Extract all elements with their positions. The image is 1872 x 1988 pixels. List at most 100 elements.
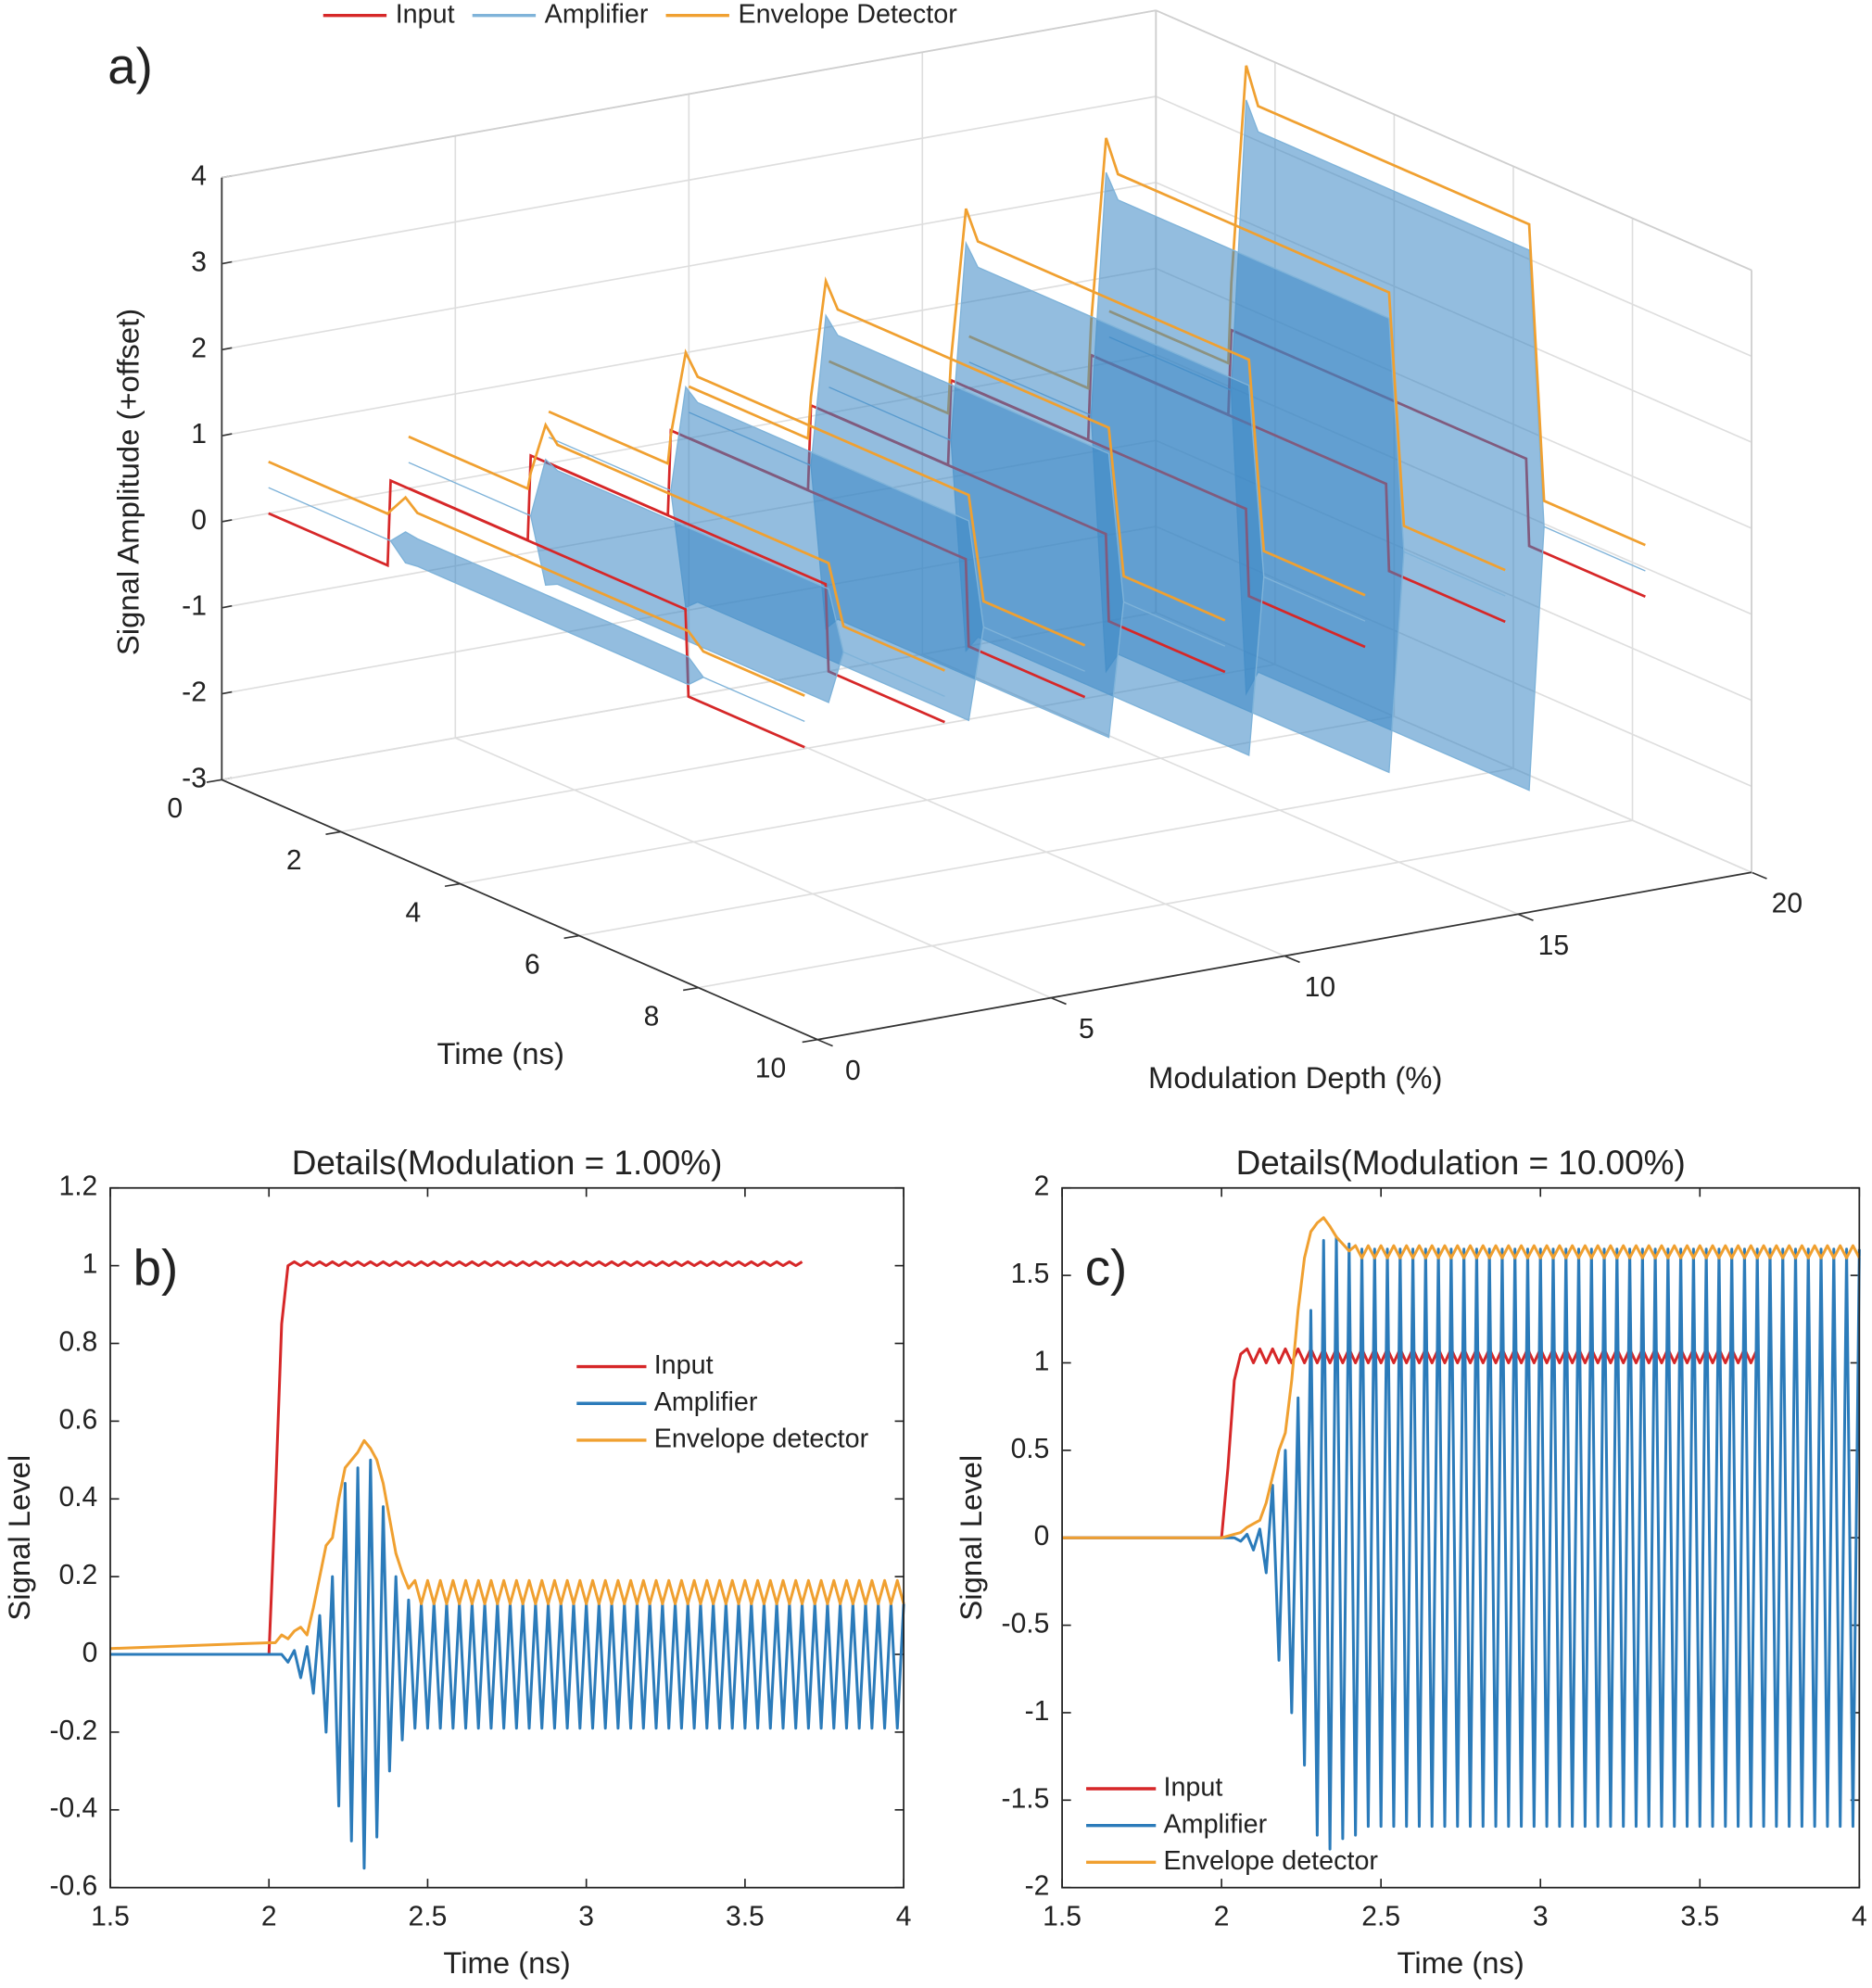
- legend-label: Envelope detector: [1163, 1846, 1378, 1876]
- tick-mark: [325, 830, 342, 835]
- series-line: [1062, 1216, 1861, 1539]
- x-tick-label: 3.5: [1680, 1901, 1719, 1931]
- x-axis-label: Modulation Depth (%): [1148, 1060, 1442, 1095]
- series-line: [109, 1260, 803, 1656]
- x-tick-label: 2: [261, 1901, 277, 1931]
- tick-mark: [1284, 955, 1300, 964]
- z-tick-label: 2: [191, 333, 207, 363]
- x-tick-label: 5: [1079, 1014, 1094, 1045]
- y-tick-label: 0: [82, 1638, 98, 1668]
- legend-label: Envelope detector: [654, 1425, 869, 1454]
- plot-area: [109, 1187, 904, 1888]
- trace-line: [268, 478, 805, 749]
- y-tick-label: -0.6: [49, 1871, 97, 1902]
- z-axis-label: Signal Amplitude (+offset): [111, 309, 145, 655]
- x-tick-label: 4: [896, 1901, 912, 1931]
- y-axis-label: Time (ns): [437, 1036, 564, 1070]
- tick-mark: [206, 779, 222, 783]
- grid-line: [698, 218, 1634, 989]
- trace-line: [548, 348, 1086, 647]
- z-tick-label: -1: [182, 591, 207, 622]
- x-tick-label: 4: [1852, 1901, 1867, 1931]
- legend-label: Amplifier: [545, 0, 649, 29]
- trace-line: [268, 460, 805, 697]
- tick-mark: [802, 1038, 818, 1044]
- tick-mark: [221, 519, 233, 523]
- y-tick-label: 0.8: [58, 1326, 97, 1357]
- tick-mark: [221, 604, 233, 609]
- y-tick-label: 0.5: [1011, 1434, 1050, 1464]
- panel-label: a): [108, 37, 153, 95]
- y-tick-label: 0: [1034, 1521, 1050, 1551]
- x-tick-label: 3: [578, 1901, 594, 1931]
- y-axis-label: Signal Level: [954, 1455, 988, 1621]
- z-tick-label: -3: [182, 763, 207, 793]
- x-tick-label: 1.5: [91, 1901, 130, 1931]
- series-line: [109, 1458, 905, 1870]
- axes-box: [1061, 1186, 1861, 1889]
- series-line: [1062, 1235, 1861, 1851]
- y-tick-label: 10: [755, 1054, 786, 1084]
- y-tick-label: 1.5: [1011, 1259, 1050, 1289]
- tick-mark: [683, 986, 699, 992]
- tick-mark: [1517, 913, 1534, 921]
- y-tick-label: 1.2: [58, 1171, 97, 1202]
- x-tick-label: 20: [1772, 889, 1802, 919]
- legend-label: Input: [1163, 1773, 1222, 1803]
- axis-line: [1155, 9, 1752, 272]
- z-tick-label: 0: [191, 505, 207, 536]
- tick-mark: [221, 347, 233, 351]
- z-tick-label: 3: [191, 247, 207, 277]
- y-tick-label: -1.5: [1002, 1783, 1050, 1814]
- z-tick-label: 4: [191, 161, 207, 192]
- chart-title: Details(Modulation = 10.00%): [1236, 1144, 1686, 1182]
- y-tick-label: 0.2: [58, 1560, 97, 1590]
- tick-mark: [221, 690, 233, 695]
- axis-line: [221, 9, 1157, 179]
- panel-label: b): [133, 1238, 179, 1296]
- y-tick-label: 0.4: [58, 1482, 97, 1513]
- x-tick-label: 2.5: [409, 1901, 448, 1931]
- z-tick-label: -2: [182, 677, 207, 708]
- x-tick-label: 10: [1305, 972, 1335, 1003]
- x-tick-label: 1.5: [1043, 1901, 1081, 1931]
- series-line: [109, 1438, 905, 1651]
- tick-mark: [1050, 996, 1067, 1006]
- trace-line: [408, 453, 945, 724]
- y-tick-label: 0: [167, 793, 183, 824]
- x-tick-label: 2.5: [1361, 1901, 1400, 1931]
- tick-mark: [1751, 871, 1767, 880]
- amplifier-band: [268, 487, 805, 723]
- x-axis-label: Time (ns): [443, 1945, 570, 1980]
- y-tick-label: 1: [82, 1249, 98, 1280]
- y-tick-label: 2: [286, 845, 302, 876]
- x-tick-label: 3: [1533, 1901, 1549, 1931]
- axis-line: [816, 871, 1752, 1041]
- legend-label: Amplifier: [654, 1387, 758, 1417]
- chart-title: Details(Modulation = 1.00%): [292, 1144, 723, 1182]
- y-tick-label: 4: [405, 897, 421, 928]
- tick-mark: [816, 1038, 833, 1047]
- amplifier-band: [408, 458, 945, 703]
- y-tick-label: -0.2: [49, 1716, 97, 1746]
- y-tick-label: 0.6: [58, 1404, 97, 1435]
- x-tick-label: 2: [1214, 1901, 1230, 1931]
- y-tick-label: 2: [1034, 1171, 1050, 1202]
- legend-label: Envelope Detector: [739, 0, 958, 29]
- legend-label: Amplifier: [1163, 1809, 1267, 1839]
- legend-label: Input: [654, 1350, 714, 1380]
- x-tick-label: 3.5: [726, 1901, 765, 1931]
- y-tick-label: 6: [525, 949, 540, 980]
- panel-label: c): [1085, 1238, 1128, 1296]
- y-tick-label: -0.4: [49, 1793, 97, 1824]
- axes-box: [109, 1186, 905, 1889]
- legend-label: Input: [396, 0, 455, 29]
- tick-mark: [444, 882, 461, 888]
- x-tick-label: 15: [1538, 931, 1569, 961]
- trace-line: [408, 422, 945, 672]
- x-tick-label: 0: [845, 1056, 861, 1086]
- y-tick-label: 8: [644, 1001, 660, 1032]
- y-tick-label: -0.5: [1002, 1609, 1050, 1640]
